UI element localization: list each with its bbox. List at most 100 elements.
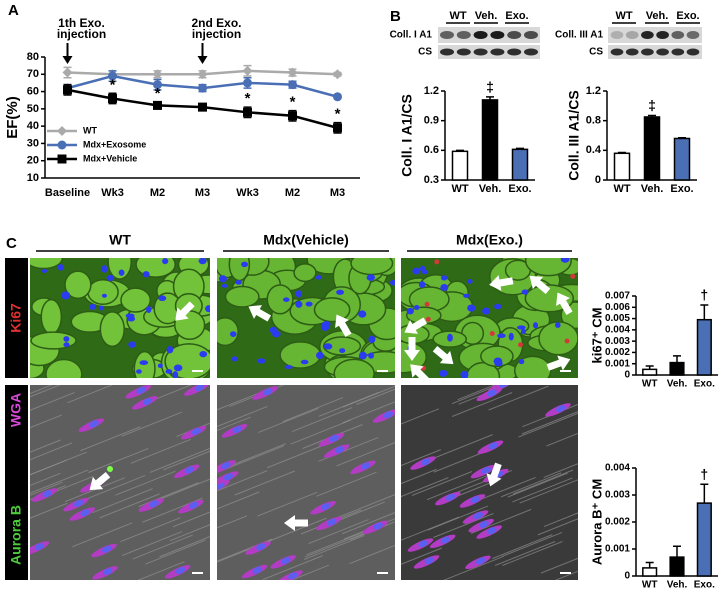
blot-row-label: Coll. III A1	[555, 30, 603, 41]
nucleus	[329, 435, 339, 442]
point	[108, 93, 117, 103]
nucleus	[61, 291, 71, 300]
nucleus	[63, 336, 70, 342]
point	[242, 65, 253, 76]
fiber	[130, 438, 191, 464]
point	[57, 126, 67, 136]
myocyte	[524, 258, 572, 277]
nucleus	[73, 499, 84, 507]
fiber	[225, 443, 286, 469]
micrograph	[401, 258, 578, 378]
annotation: injection	[192, 27, 241, 41]
micrograph	[217, 258, 395, 378]
myocyte	[87, 279, 119, 306]
nucleus	[508, 332, 514, 341]
lane-label: Exo.	[505, 10, 528, 22]
point	[197, 69, 208, 80]
nucleus	[494, 303, 502, 310]
micrograph	[30, 385, 210, 580]
nucleus	[532, 322, 539, 329]
myocyte	[30, 258, 64, 270]
y-axis-label: Coll. III A1/CS	[566, 90, 582, 181]
nucleus	[497, 333, 506, 339]
ki67-signal	[564, 338, 570, 344]
arrow	[546, 355, 571, 371]
annotation-arrowhead	[62, 56, 73, 64]
x-tick-label: Veh.	[667, 580, 688, 591]
legend-label: Mdx+Vehicle	[83, 153, 137, 163]
fiber	[72, 522, 133, 548]
fiber	[291, 407, 353, 432]
fiber	[512, 469, 574, 495]
myocyte	[333, 358, 375, 378]
nucleus	[518, 358, 525, 365]
row-label-strip	[5, 385, 28, 580]
y-tick-label: 40	[27, 120, 39, 132]
blot-band	[456, 31, 471, 39]
nucleus	[125, 313, 135, 318]
nucleus	[445, 493, 456, 501]
fiber	[502, 541, 563, 566]
nucleus	[479, 520, 489, 528]
myocyte	[538, 321, 578, 356]
fiber	[457, 385, 496, 401]
myocyte	[107, 258, 132, 280]
y-tick-label: 0.001	[605, 544, 630, 555]
fiber	[401, 408, 440, 425]
fiber	[234, 470, 295, 496]
x-tick-label: M3	[195, 187, 210, 199]
fiber	[162, 450, 210, 471]
blot-band	[625, 31, 639, 39]
bar	[673, 137, 691, 181]
myocyte	[480, 345, 514, 368]
fiber	[341, 512, 395, 535]
blot-band	[671, 48, 685, 56]
y-tick-label: 0.6	[424, 144, 439, 156]
nucleus	[232, 426, 242, 433]
nucleus	[256, 543, 266, 551]
fiber	[546, 432, 578, 447]
fiber	[115, 470, 176, 496]
x-tick-label: Exo.	[694, 580, 715, 591]
nucleus	[418, 281, 426, 288]
y-tick-label: 0.001	[605, 358, 630, 369]
myocyte	[350, 258, 394, 276]
fiber	[257, 491, 318, 517]
nucleus	[463, 293, 470, 298]
nucleus	[336, 289, 344, 295]
nucleus	[288, 572, 298, 580]
nucleus	[414, 304, 420, 311]
significance: ‡	[648, 97, 656, 113]
blot-row-label: CS	[589, 47, 603, 58]
nucleus	[295, 290, 302, 298]
nucleus	[184, 466, 195, 474]
nucleus	[470, 496, 480, 504]
fiber	[217, 470, 268, 492]
x-tick-label: Veh.	[667, 379, 688, 390]
point	[243, 107, 252, 117]
fiber	[85, 475, 146, 500]
arrow	[556, 292, 573, 316]
nucleus	[157, 363, 163, 369]
nucleus	[34, 543, 45, 551]
nucleus	[103, 568, 113, 576]
y-tick-label: 0.003	[605, 490, 630, 501]
fiber	[282, 397, 344, 423]
x-tick-label: Wk3	[101, 187, 124, 199]
nucleus	[235, 279, 243, 285]
nucleus	[493, 357, 503, 366]
y-tick-label: 0.8	[586, 115, 601, 127]
fiber	[401, 547, 442, 565]
bar	[451, 150, 469, 181]
significance: *	[155, 85, 161, 102]
nucleus	[438, 369, 448, 377]
fiber	[518, 412, 578, 438]
nucleus	[63, 342, 70, 348]
nucleus	[101, 265, 108, 273]
y-tick-label: 0.007	[605, 291, 630, 302]
myocyte	[279, 341, 322, 369]
blot-band	[473, 31, 488, 39]
significance: †	[700, 287, 708, 303]
y-tick-label: 0.004	[605, 463, 630, 474]
fiber	[149, 447, 210, 473]
